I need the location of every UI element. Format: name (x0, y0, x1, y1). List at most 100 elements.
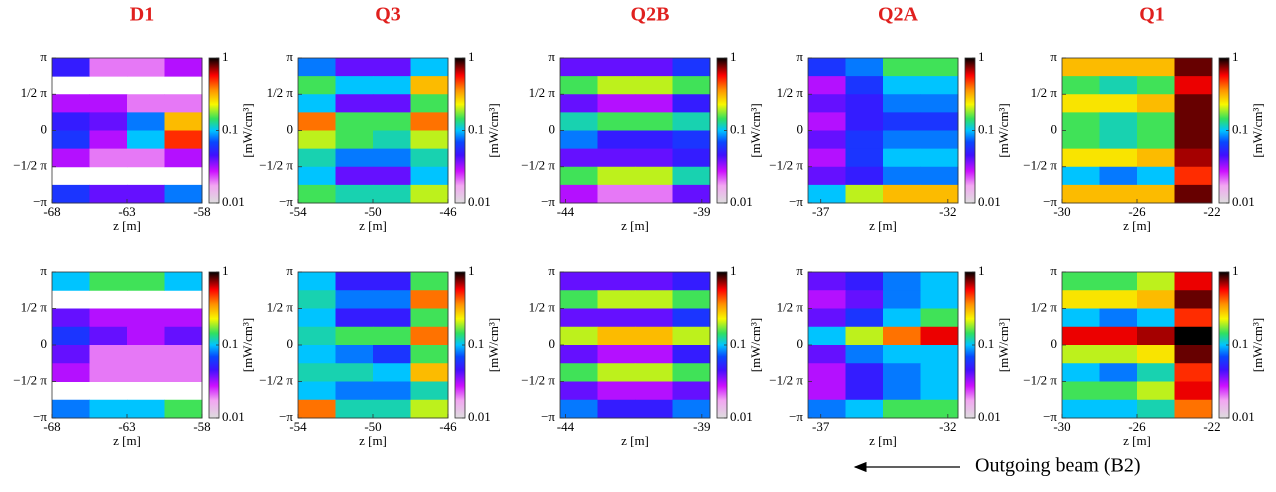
heat-cell (597, 308, 636, 328)
heat-cell (672, 326, 711, 346)
heat-cell (164, 130, 203, 150)
heat-cell (597, 290, 636, 309)
heat-cell (560, 94, 598, 113)
y-tick-label: 0 (287, 336, 294, 351)
heat-cell (845, 184, 884, 204)
heat-cell (373, 381, 411, 401)
heat-cell (883, 184, 921, 204)
y-tick-label: 1/2 π (21, 299, 48, 314)
heat-cell (127, 58, 165, 77)
heat-cell (920, 130, 959, 150)
heat-cell (920, 94, 959, 113)
heat-cell (1137, 184, 1175, 204)
annotation: Outgoing beam (B2) (975, 455, 1141, 477)
colorbar-tick-label: 0.01 (222, 194, 245, 209)
heat-cell (1137, 94, 1175, 113)
heat-cell (373, 58, 411, 77)
y-tick-label: π (796, 49, 803, 64)
heat-cell (1137, 76, 1175, 95)
heat-cell (298, 112, 336, 131)
heat-cell (1137, 290, 1175, 309)
colorbar-tick-label: 0.01 (1232, 194, 1255, 209)
heat-cell (845, 76, 884, 95)
x-tick-label: -50 (364, 419, 381, 434)
heat-cell (560, 58, 598, 77)
heat-cell (808, 148, 846, 168)
heat-cell (635, 381, 673, 401)
colorbar-tick-label: 1 (730, 263, 737, 278)
x-tick-label: -50 (364, 204, 381, 219)
y-tick-label: −1/2 π (769, 158, 803, 173)
heat-cell (1174, 58, 1213, 77)
heat-cell (845, 345, 884, 364)
heat-cell (635, 308, 673, 328)
heat-cell (1062, 148, 1100, 168)
heat-cell (1174, 326, 1213, 346)
heat-cell (672, 363, 711, 382)
heat-cell (410, 399, 449, 419)
heat-cell (597, 94, 636, 113)
heat-cell (597, 272, 636, 291)
heat-cell (560, 290, 598, 309)
heat-cell (920, 58, 959, 77)
heat-cell (127, 148, 165, 168)
colorbar-tick-label: 0.1 (978, 121, 994, 136)
heat-cell (52, 94, 90, 113)
heat-cell (1062, 363, 1100, 382)
heat-cell (373, 290, 411, 309)
heat-cell (635, 166, 673, 186)
heat-cell (808, 381, 846, 401)
heat-cell (883, 76, 921, 95)
x-tick-label: -30 (1053, 419, 1070, 434)
y-tick-label: π (548, 263, 555, 278)
x-tick-label: -22 (1203, 204, 1220, 219)
heat-cell (52, 184, 90, 204)
heat-cell (298, 166, 336, 186)
heat-cell (1062, 345, 1100, 364)
colorbar-tick-label: 0.1 (978, 336, 994, 351)
heat-cell (597, 184, 636, 204)
heat-cell (845, 166, 884, 186)
heat-cell (1174, 76, 1213, 95)
panel-title: Q1 (1139, 4, 1165, 26)
heat-cell (808, 308, 846, 328)
heat-cell (597, 148, 636, 168)
y-tick-label: −1/2 π (259, 158, 293, 173)
heat-cell (920, 166, 959, 186)
colorbar-tick-label: 1 (468, 263, 475, 278)
heat-cell (335, 76, 374, 95)
y-tick-label: −π (33, 409, 47, 424)
heat-cell (335, 272, 374, 291)
heat-cell (1137, 399, 1175, 419)
x-tick-label: -22 (1203, 419, 1220, 434)
heat-cell (298, 345, 336, 364)
heat-cell (335, 326, 374, 346)
heat-cell (335, 363, 374, 382)
heat-cell (127, 399, 165, 419)
heat-cell (1174, 381, 1213, 401)
heat-cell (164, 148, 203, 168)
heat-cell (1174, 94, 1213, 113)
x-tick-label: -39 (693, 419, 710, 434)
heat-cell (373, 184, 411, 204)
heat-cell (164, 345, 203, 364)
heat-cell (373, 166, 411, 186)
x-tick-label: -39 (693, 204, 710, 219)
x-tick-label: -63 (118, 204, 135, 219)
heat-cell (1174, 166, 1213, 186)
x-axis-label: z [m] (359, 218, 387, 233)
colorbar-label: [mW/cm³] (748, 318, 763, 372)
x-tick-label: -68 (43, 204, 60, 219)
heat-cell (89, 184, 128, 204)
heat-cell (920, 112, 959, 131)
heat-cell (883, 308, 921, 328)
heat-cell (52, 399, 90, 419)
heat-cell (597, 381, 636, 401)
heat-cell (410, 272, 449, 291)
x-tick-label: -44 (557, 419, 575, 434)
heat-cell (808, 112, 846, 131)
y-tick-label: −1/2 π (769, 372, 803, 387)
heat-cell (164, 58, 203, 77)
heat-cell (1062, 112, 1100, 131)
heat-cell (410, 94, 449, 113)
